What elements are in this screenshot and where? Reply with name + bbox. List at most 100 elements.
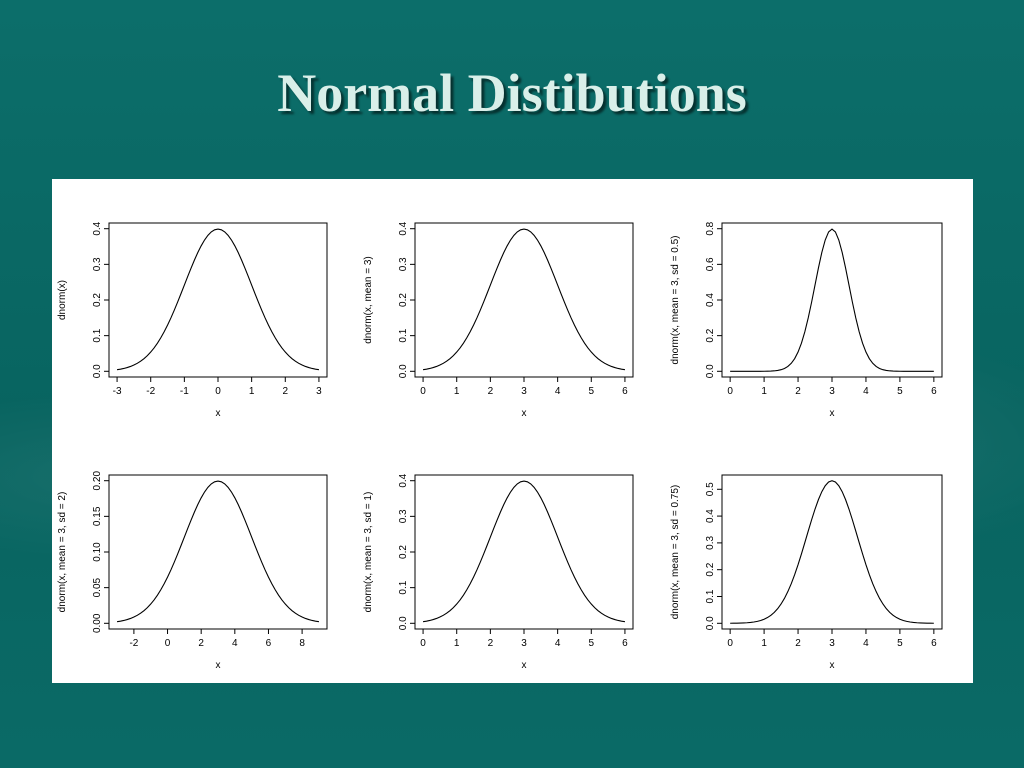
y-tick-label: 0.05 xyxy=(92,577,103,597)
y-axis-label: dnorm(x, mean = 3, sd = 2) xyxy=(57,492,68,613)
x-tick-label: 5 xyxy=(897,386,903,397)
y-tick-label: 0.15 xyxy=(92,506,103,526)
slide-title: Normal Distibutions xyxy=(277,63,747,123)
y-tick-label: 0.4 xyxy=(398,221,409,235)
y-tick-label: 0.0 xyxy=(398,364,409,378)
x-tick-label: 0 xyxy=(420,638,426,649)
plot-frame xyxy=(721,474,943,630)
x-tick-label: 4 xyxy=(232,638,238,649)
y-tick-label: 0.2 xyxy=(398,293,409,307)
x-tick-label: 2 xyxy=(795,638,801,649)
y-axis-label: dnorm(x) xyxy=(57,280,68,320)
y-tick-label: 0.4 xyxy=(398,473,409,487)
y-tick-label: 0.2 xyxy=(92,293,103,307)
density-curve xyxy=(422,480,626,623)
plot-1: -3 -2 -1 0 1 2 3 0.0 0.1 0.2 0.3 0.4 x dnorm(x) xyxy=(57,221,328,419)
x-tick-label: 0 xyxy=(727,638,733,649)
y-tick-label: 0.3 xyxy=(398,509,409,523)
x-axis-label: x xyxy=(522,660,527,671)
y-tick-label: 0.0 xyxy=(92,364,103,378)
x-tick-label: 6 xyxy=(931,386,937,397)
x-tick-label: 4 xyxy=(863,638,869,649)
x-axis-label: x xyxy=(522,408,527,419)
y-tick-label: 0.1 xyxy=(92,328,103,342)
y-tick-label: 0.2 xyxy=(705,328,716,342)
x-tick-label: 2 xyxy=(283,386,289,397)
x-tick-label: 2 xyxy=(488,386,494,397)
plot-5: 0 1 2 3 4 5 6 0.0 0.1 0.2 0.3 0.4 x dnorm(x, mean = 3… xyxy=(363,473,634,671)
x-axis-label: x xyxy=(216,408,221,419)
y-axis-label: dnorm(x, mean = 3, sd = 1) xyxy=(363,492,374,613)
x-tick-label: 0 xyxy=(727,386,733,397)
y-tick-label: 0.6 xyxy=(705,257,716,271)
x-tick-label: 2 xyxy=(198,638,204,649)
plot-3: 0 1 2 3 4 5 6 0.0 0.2 0.4 0.6 0.8 x dnorm(x, mean = 3… xyxy=(670,221,943,419)
x-tick-label: 0 xyxy=(420,386,426,397)
density-curve xyxy=(116,228,320,371)
x-tick-label: 0 xyxy=(165,638,171,649)
y-tick-label: 0.20 xyxy=(92,471,103,491)
plot-2: 0 1 2 3 4 5 6 0.0 0.1 0.2 0.3 0.4 x dnorm(x, mean = 3… xyxy=(363,221,634,419)
y-axis-label: dnorm(x, mean = 3, sd = 0.75) xyxy=(670,485,681,620)
plot-frame xyxy=(108,222,328,378)
y-tick-label: 0.1 xyxy=(398,580,409,594)
plot-4: -2 0 2 4 6 8 0.00 0.05 0.10 0.15 0.20 x dnorm(x, mea… xyxy=(57,471,328,671)
density-curve xyxy=(730,480,934,624)
x-tick-label: 1 xyxy=(249,386,255,397)
y-tick-label: 0.0 xyxy=(398,616,409,630)
plot-6: 0 1 2 3 4 5 6 0.0 0.1 0.2 0.3 0.4 0.5 x dnorm(x, mean … xyxy=(670,474,943,671)
x-tick-label: 3 xyxy=(521,638,527,649)
x-tick-label: 8 xyxy=(299,638,305,649)
y-tick-label: 0.0 xyxy=(705,616,716,630)
x-tick-label: 2 xyxy=(488,638,494,649)
x-tick-label: 6 xyxy=(931,638,937,649)
y-tick-label: 0.0 xyxy=(705,364,716,378)
y-tick-label: 0.00 xyxy=(92,613,103,633)
x-tick-label: 2 xyxy=(795,386,801,397)
x-tick-label: 5 xyxy=(589,386,595,397)
x-tick-label: 1 xyxy=(761,386,767,397)
y-tick-label: 0.10 xyxy=(92,542,103,562)
x-tick-label: 1 xyxy=(454,638,460,649)
y-tick-label: 0.2 xyxy=(398,545,409,559)
plot-frame xyxy=(108,474,328,630)
plot-frame xyxy=(721,222,943,378)
x-tick-label: 3 xyxy=(829,638,835,649)
y-tick-label: 0.4 xyxy=(92,221,103,235)
plot-frame xyxy=(414,474,634,630)
x-tick-label: 3 xyxy=(521,386,527,397)
y-axis-label: dnorm(x, mean = 3) xyxy=(363,256,374,344)
y-tick-label: 0.1 xyxy=(398,328,409,342)
density-curve xyxy=(730,228,934,372)
y-tick-label: 0.1 xyxy=(705,589,716,603)
y-tick-label: 0.4 xyxy=(705,293,716,307)
x-axis-label: x xyxy=(216,660,221,671)
x-tick-label: 3 xyxy=(316,386,322,397)
x-tick-label: 1 xyxy=(454,386,460,397)
x-tick-label: 4 xyxy=(555,386,561,397)
y-tick-label: 0.5 xyxy=(705,482,716,496)
x-tick-label: 4 xyxy=(555,638,561,649)
y-axis-label: dnorm(x, mean = 3, sd = 0.5) xyxy=(670,236,681,365)
x-axis-label: x xyxy=(830,408,835,419)
x-tick-label: 5 xyxy=(897,638,903,649)
x-tick-label: 4 xyxy=(863,386,869,397)
charts-svg: -3 -2 -1 0 1 2 3 0.0 0.1 0.2 0.3 0.4 x dnorm(x) 0 1 2 3 4 5… xyxy=(57,221,943,671)
x-tick-label: -2 xyxy=(129,638,138,649)
chart-panel: -3 -2 -1 0 1 2 3 0.0 0.1 0.2 0.3 0.4 x dnorm(x) 0 1 2 3 4 5… xyxy=(52,179,973,683)
x-tick-label: 6 xyxy=(622,638,628,649)
x-axis-label: x xyxy=(830,660,835,671)
x-tick-label: 0 xyxy=(215,386,221,397)
x-tick-label: 5 xyxy=(589,638,595,649)
y-tick-label: 0.3 xyxy=(705,536,716,550)
density-curve xyxy=(422,228,626,371)
y-tick-label: 0.4 xyxy=(705,509,716,523)
density-curve xyxy=(116,480,320,623)
plot-frame xyxy=(414,222,634,378)
x-tick-label: 6 xyxy=(266,638,272,649)
y-tick-label: 0.3 xyxy=(92,257,103,271)
x-tick-label: -2 xyxy=(146,386,155,397)
y-tick-label: 0.3 xyxy=(398,257,409,271)
x-tick-label: 1 xyxy=(761,638,767,649)
y-tick-label: 0.8 xyxy=(705,221,716,235)
